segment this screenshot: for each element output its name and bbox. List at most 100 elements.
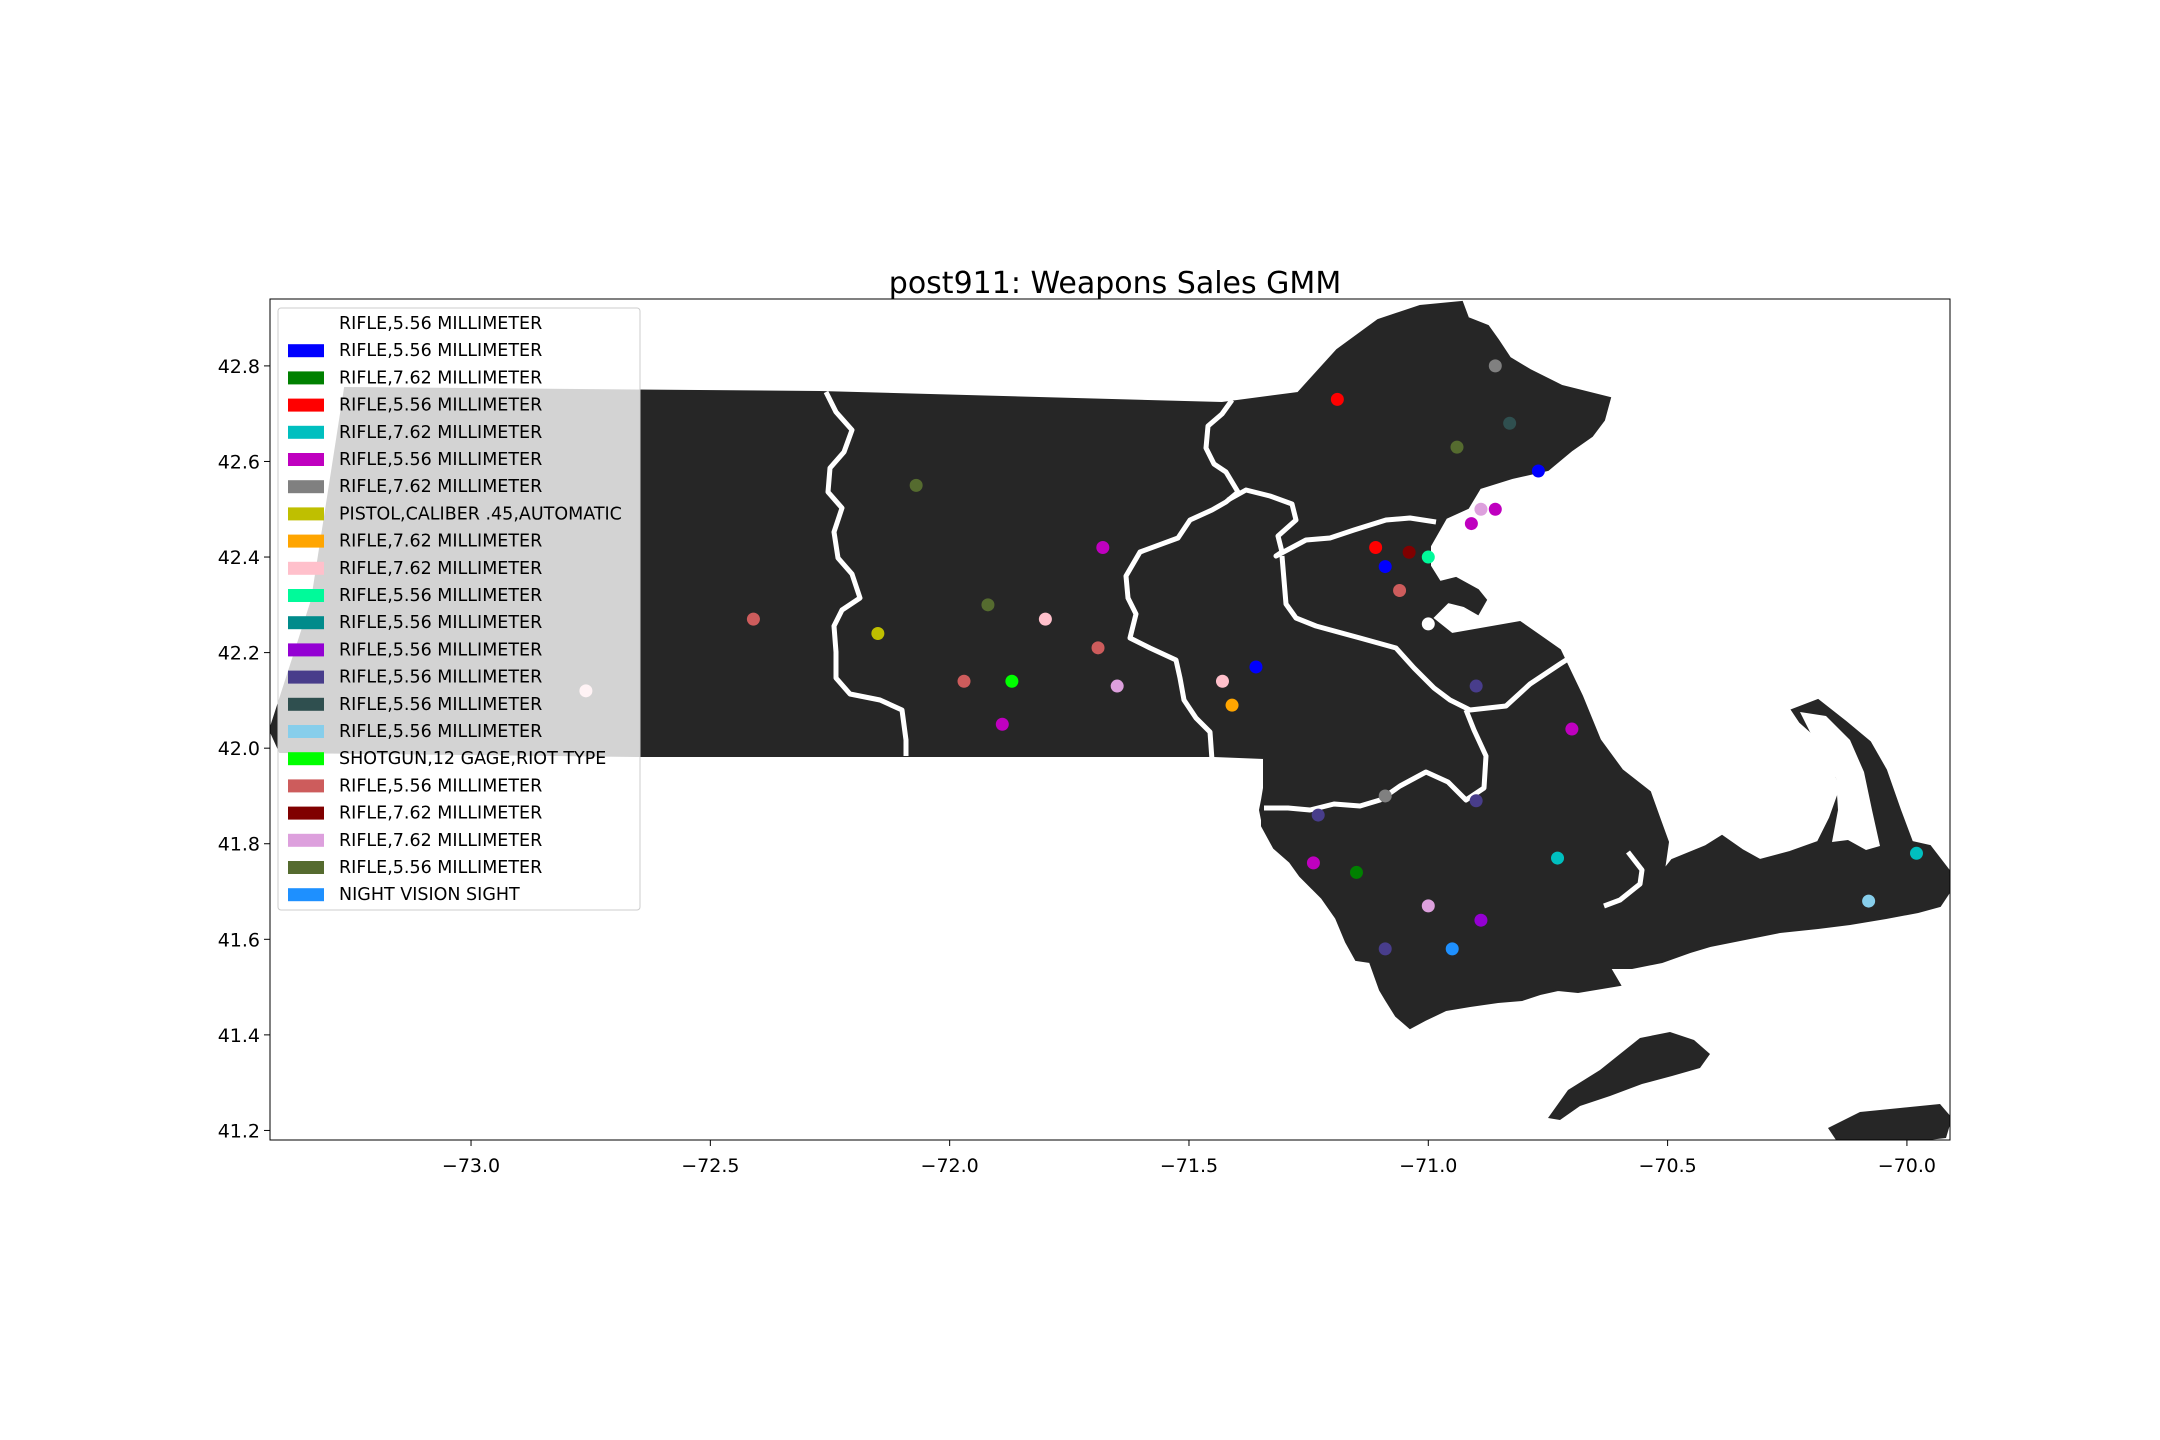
data-point (1474, 502, 1488, 516)
legend: RIFLE,5.56 MILLIMETER RIFLE,5.56 MILLIMET… (277, 307, 641, 911)
legend-label: RIFLE,7.62 MILLIMETER (339, 559, 542, 579)
legend-swatch (288, 344, 324, 358)
state-shape (270, 300, 1950, 1030)
data-point (1445, 942, 1459, 956)
data-point (1249, 660, 1263, 674)
data-point (995, 717, 1009, 731)
legend-label: RIFLE,7.62 MILLIMETER (339, 831, 542, 851)
legend-swatch (288, 371, 324, 385)
data-point (1503, 416, 1517, 430)
legend-label: SHOTGUN,12 GAGE,RIOT TYPE (339, 749, 606, 769)
legend-label: RIFLE,7.62 MILLIMETER (339, 368, 542, 388)
legend-swatch (288, 425, 324, 439)
data-point (1862, 894, 1876, 908)
data-point (1531, 464, 1545, 478)
x-axis: −73.0 −72.5 −72.0 −71.5 −71.0 −70.5 −70.0 (442, 1140, 1936, 1177)
legend-label: RIFLE,5.56 MILLIMETER (339, 668, 542, 688)
legend-swatch (288, 670, 324, 684)
data-point (1378, 789, 1392, 803)
legend-label: RIFLE,5.56 MILLIMETER (339, 613, 542, 633)
legend-label: RIFLE,7.62 MILLIMETER (339, 804, 542, 824)
y-tick-label: 42.8 (218, 356, 260, 378)
x-tick-label: −70.0 (1878, 1155, 1936, 1177)
legend-swatch (288, 589, 324, 602)
data-point (1393, 583, 1407, 597)
data-point (1311, 808, 1325, 822)
data-point (1378, 560, 1392, 574)
data-point (1909, 846, 1923, 860)
scatter-points (579, 359, 1923, 956)
data-point (1421, 550, 1435, 564)
data-point (1421, 899, 1435, 913)
data-point (1421, 617, 1435, 631)
legend-label: RIFLE,5.56 MILLIMETER (339, 450, 542, 470)
data-point (1488, 359, 1502, 373)
data-point (1369, 540, 1383, 554)
y-tick-label: 41.4 (218, 1025, 260, 1047)
data-point (1091, 641, 1105, 655)
legend-swatch (288, 861, 324, 874)
map-background (270, 300, 1950, 1140)
data-point (1330, 392, 1344, 406)
legend-frame (277, 307, 641, 911)
data-point (1215, 674, 1229, 688)
x-tick-label: −72.0 (921, 1155, 979, 1177)
chart-title: post911: Weapons Sales GMM (889, 266, 1341, 301)
legend-label: RIFLE,5.56 MILLIMETER (339, 695, 542, 715)
y-tick-label: 42.6 (218, 451, 260, 473)
legend-label: RIFLE,7.62 MILLIMETER (339, 532, 542, 552)
data-point (1378, 942, 1392, 956)
legend-label: RIFLE,5.56 MILLIMETER (339, 776, 542, 796)
data-point (1096, 540, 1110, 554)
data-point (1402, 545, 1416, 559)
legend-swatch (288, 453, 324, 466)
island-vineyard (1548, 1032, 1710, 1120)
data-point (1488, 502, 1502, 516)
data-point (957, 674, 971, 688)
data-point (1565, 722, 1579, 736)
legend-swatch (288, 398, 324, 412)
data-point (981, 598, 995, 612)
legend-swatch (288, 888, 324, 902)
y-tick-label: 41.8 (218, 834, 260, 856)
data-point (1038, 612, 1052, 626)
y-tick-label: 41.6 (218, 929, 260, 951)
legend-swatch (288, 643, 324, 657)
island-nantucket (1828, 1104, 1950, 1140)
data-point (1551, 851, 1565, 865)
legend-swatch (288, 806, 324, 820)
x-tick-label: −71.0 (1399, 1155, 1457, 1177)
legend-swatch (288, 480, 324, 494)
data-point (1450, 440, 1464, 454)
x-tick-label: −72.5 (681, 1155, 739, 1177)
legend-swatch (288, 752, 324, 766)
legend-swatch (288, 833, 324, 847)
data-point (871, 626, 885, 640)
legend-swatch (288, 561, 324, 575)
x-tick-label: −73.0 (442, 1155, 500, 1177)
data-point (1464, 517, 1478, 531)
legend-label: RIFLE,5.56 MILLIMETER (339, 586, 542, 606)
legend-swatch (288, 725, 324, 738)
legend-label: RIFLE,5.56 MILLIMETER (339, 396, 542, 416)
legend-label: RIFLE,7.62 MILLIMETER (339, 423, 542, 443)
data-point (1469, 679, 1483, 693)
legend-swatch (288, 697, 324, 711)
legend-label: RIFLE,5.56 MILLIMETER (339, 858, 542, 878)
data-point (1005, 674, 1019, 688)
legend-swatch (288, 616, 324, 630)
data-point (1306, 856, 1320, 870)
data-point (1474, 913, 1488, 927)
y-tick-label: 41.2 (218, 1120, 260, 1142)
legend-label: NIGHT VISION SIGHT (339, 885, 520, 905)
cape-cod-bay (1800, 712, 1880, 850)
data-point (746, 612, 760, 626)
y-tick-label: 42.4 (218, 547, 260, 569)
y-axis: 41.2 41.4 41.6 41.8 42.0 42.2 42.4 42.6 42.8 (218, 356, 270, 1142)
legend-label: PISTOL,CALIBER .45,AUTOMATIC (339, 504, 622, 524)
data-point (1225, 698, 1239, 712)
legend-swatch (288, 507, 324, 521)
legend-label: RIFLE,5.56 MILLIMETER (339, 341, 542, 361)
plot-frame (269, 298, 1951, 1141)
data-point (1469, 794, 1483, 808)
